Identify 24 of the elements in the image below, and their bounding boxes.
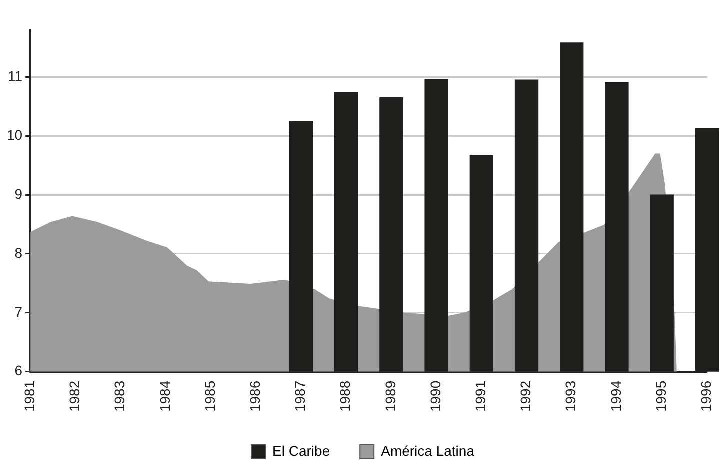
legend-label: El Caribe [272, 442, 330, 459]
legend-label: América Latina [381, 442, 475, 459]
x-tick-label: 1989 [382, 380, 398, 412]
x-tick-label: 1994 [608, 380, 624, 412]
x-tick-label: 1996 [698, 380, 714, 412]
y-tick-label: 8 [14, 244, 23, 261]
y-tick-label: 6 [14, 362, 23, 379]
y-tick-label: 11 [8, 68, 23, 84]
y-tick-label: 9 [14, 186, 23, 202]
x-tick-label: 1985 [202, 380, 218, 412]
x-tick-label: 1988 [337, 380, 354, 412]
y-tick-label: 7 [14, 304, 23, 320]
x-tick-label: 1987 [292, 380, 308, 412]
x-tick-label: 1990 [427, 380, 444, 412]
x-tick-label: 1992 [518, 380, 534, 412]
x-tick-label: 1982 [66, 380, 83, 412]
y-tick-label: 10 [6, 126, 23, 143]
x-tick-label: 1981 [21, 380, 38, 412]
x-tick-label: 1995 [652, 380, 669, 412]
x-tick-label: 1986 [246, 380, 263, 412]
x-tick-label: 1993 [562, 380, 579, 412]
x-tick-label: 1984 [156, 380, 173, 412]
x-tick-label: 1991 [472, 380, 489, 412]
x-tick-label: 1983 [112, 380, 128, 412]
